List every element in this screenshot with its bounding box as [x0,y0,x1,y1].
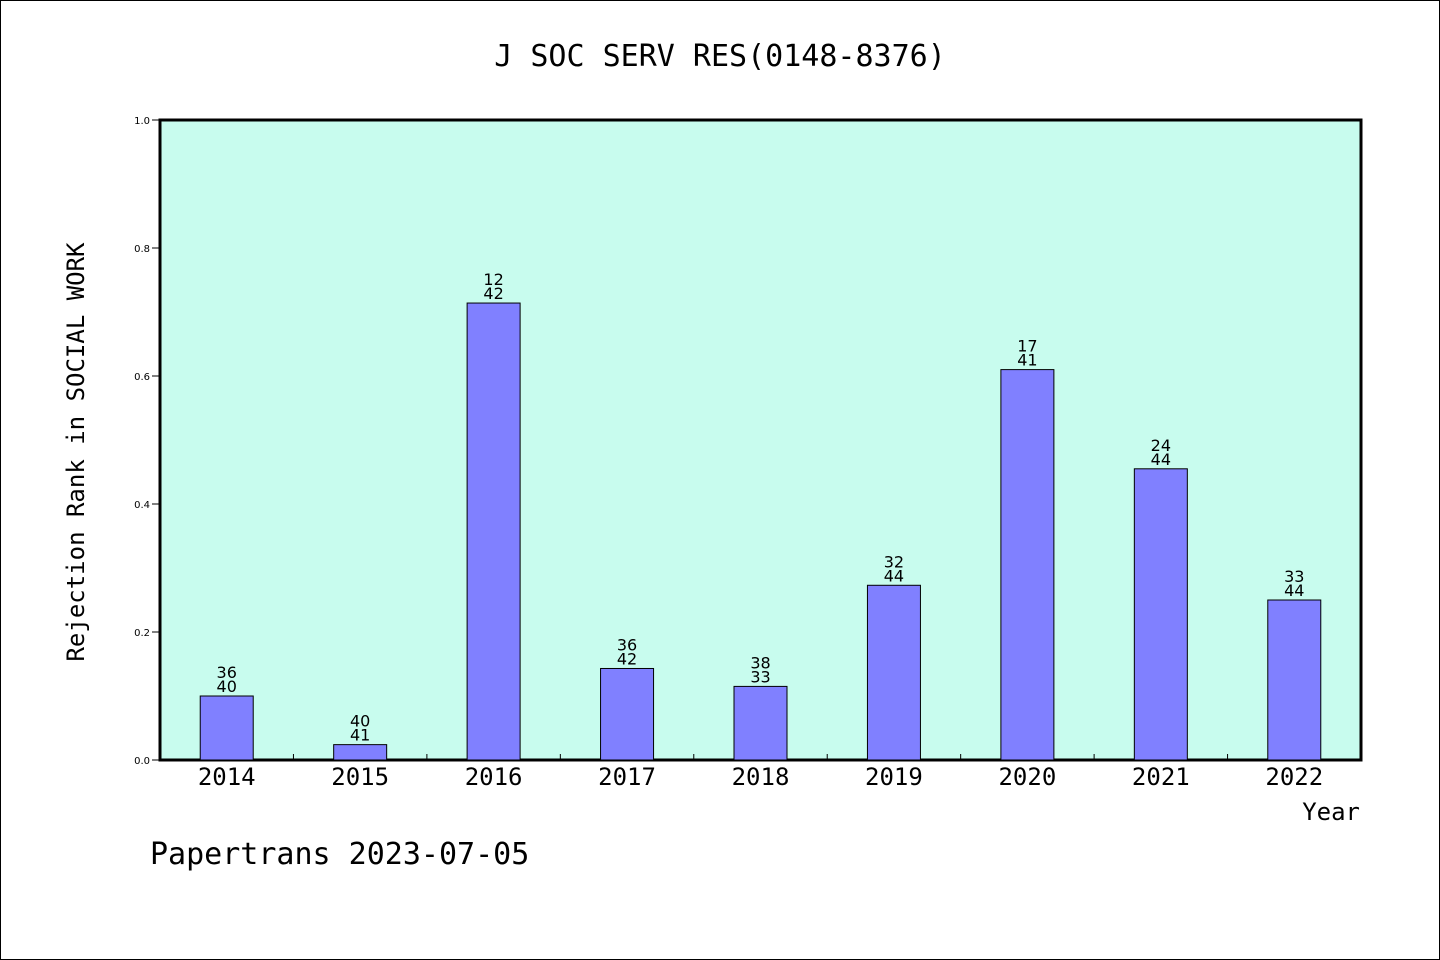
x-tick-label: 2022 [1265,763,1323,791]
bar-2019 [866,584,921,761]
x-tick-label: 2014 [198,763,256,791]
x-tick-label: 2020 [998,763,1056,791]
y-axis-ticks: 0.0 0.2 0.4 0.6 0.8 1.0 [134,116,160,767]
bar-total-label: 33 [750,667,770,686]
y-tick-label: 1.0 [134,116,150,127]
y-tick-label: 0.4 [134,500,150,511]
bar-total-label: 41 [350,726,370,745]
bar-rank-label: 40 [350,712,370,731]
bar-total-label: 41 [1017,351,1037,370]
bar-rank-label: 38 [750,653,770,672]
y-tick-label: 0.8 [134,244,150,255]
bar-2018 [733,685,788,761]
bar-2022 [1267,599,1322,761]
bar-total-label: 40 [217,677,237,696]
bar-rank-label: 33 [1284,567,1304,586]
footer-text: Papertrans 2023-07-05 [150,837,529,872]
y-tick-label: 0.0 [134,756,150,767]
bar-2015 [333,744,388,761]
bar-rank-label: 17 [1017,337,1037,356]
bar-rank-label: 36 [217,663,237,682]
bar-rank-label: 32 [884,552,904,571]
x-tick-label: 2019 [865,763,923,791]
bar-total-label: 44 [884,566,904,585]
bar-2016 [466,302,521,761]
bar-2017 [600,667,655,761]
y-axis-label: Rejection Rank in SOCIAL WORK [62,242,90,662]
bar-total-label: 44 [1151,450,1171,469]
bar-2014 [199,695,254,761]
x-tick-label: 2016 [465,763,523,791]
x-axis-label: Year [1302,798,1360,826]
x-tick-label: 2017 [598,763,656,791]
bar-2020 [1000,369,1055,761]
x-axis-ticks: 2014 2015 2016 2017 2018 2019 2020 2021 2022 [198,754,1323,791]
chart-title: J SOC SERV RES(0148-8376) [494,39,946,74]
bar-2021 [1133,468,1188,761]
y-tick-label: 0.6 [134,372,150,383]
bar-rank-label: 24 [1151,436,1171,455]
bar-total-label: 44 [1284,581,1304,600]
y-tick-label: 0.2 [134,628,150,639]
x-tick-label: 2021 [1132,763,1190,791]
bar-rank-label: 36 [617,635,637,654]
x-tick-label: 2018 [732,763,790,791]
bar-rank-label: 12 [483,270,503,289]
x-tick-label: 2015 [331,763,389,791]
bar-total-label: 42 [483,284,503,303]
bar-total-label: 42 [617,649,637,668]
